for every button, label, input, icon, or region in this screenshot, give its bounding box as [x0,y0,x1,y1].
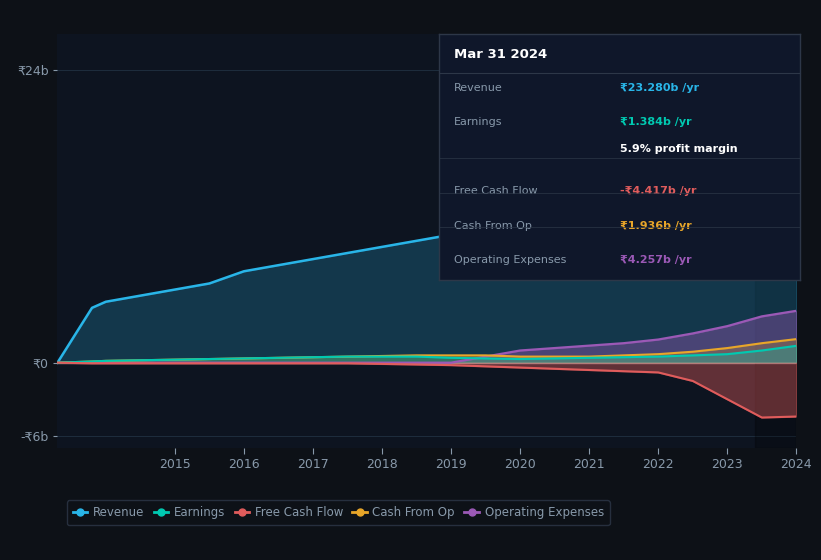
Text: Operating Expenses: Operating Expenses [454,255,566,265]
Text: -₹4.417b /yr: -₹4.417b /yr [620,186,696,197]
Text: ₹1.384b /yr: ₹1.384b /yr [620,118,691,127]
Text: ₹1.936b /yr: ₹1.936b /yr [620,221,691,231]
Text: ₹23.280b /yr: ₹23.280b /yr [620,83,699,93]
Text: ₹4.257b /yr: ₹4.257b /yr [620,255,691,265]
Text: Revenue: Revenue [454,83,502,93]
Text: Earnings: Earnings [454,118,502,127]
Text: 5.9% profit margin: 5.9% profit margin [620,144,737,155]
Text: Cash From Op: Cash From Op [454,221,531,231]
Legend: Revenue, Earnings, Free Cash Flow, Cash From Op, Operating Expenses: Revenue, Earnings, Free Cash Flow, Cash … [67,500,610,525]
Bar [755,34,796,448]
Text: Free Cash Flow: Free Cash Flow [454,186,537,197]
Text: Mar 31 2024: Mar 31 2024 [454,48,547,62]
